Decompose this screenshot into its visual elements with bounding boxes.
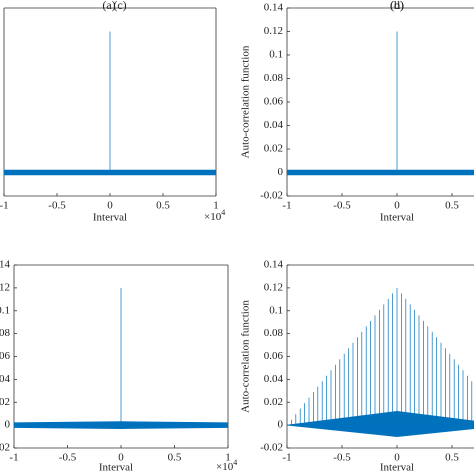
plot-area (14, 287, 228, 429)
subplot: (b) -1 -0.5 0 0.5 Interval -0.02 0 0.02 0.04 0.06 0… (240, 0, 474, 224)
noise-band (287, 410, 474, 437)
y-tick-label: -0.02 (260, 190, 283, 202)
x-tick-label: 0 (394, 452, 400, 464)
y-tick-label: 0.1 (269, 304, 283, 316)
y-tick-label: 0 (5, 419, 11, 431)
y-tick-label: -0.02 (260, 442, 283, 454)
x-scale-base: ×10 (204, 211, 222, 223)
y-tick-label: 0.04 (264, 373, 284, 385)
plot-area (287, 31, 474, 176)
y-tick-label: 0.04 (264, 119, 284, 131)
y-tick-label: 0.06 (264, 96, 284, 108)
x-tick-label: -1 (9, 452, 18, 464)
x-tick-label: -0.5 (333, 452, 351, 464)
y-tick-label: 0.12 (264, 281, 283, 293)
y-axis-label: Auto-correlation function (240, 300, 252, 413)
y-tick-label: 0.04 (0, 373, 11, 385)
x-scale-label: ×104 (216, 458, 237, 473)
x-tick-label: -1 (0, 200, 9, 212)
x-tick-label: -1 (282, 200, 291, 212)
x-scale-exponent: 4 (233, 458, 237, 467)
y-tick-label: -0.02 (0, 442, 10, 454)
x-axis-label: Interval (380, 212, 414, 224)
y-tick-label: 0.14 (0, 259, 11, 271)
subplot: (d) -1 -0.5 0 0.5 Interval -0.02 0 0.02 0.04 0.06 0… (240, 0, 474, 474)
y-tick-label: 0.08 (264, 327, 284, 339)
y-tick-label: 0.02 (264, 396, 283, 408)
y-tick-label: 0.12 (0, 281, 10, 293)
subplot-title: (a) (102, 0, 115, 12)
x-tick-label: 0 (107, 200, 113, 212)
y-tick-label: 0.06 (264, 350, 284, 362)
x-tick-label: 1 (213, 200, 219, 212)
x-tick-label: 0 (394, 200, 400, 212)
y-tick-label: 0.02 (264, 143, 283, 155)
x-tick-label: 0 (118, 452, 124, 464)
x-tick-label: 0.5 (445, 200, 459, 212)
y-axis-label: Auto-correlation function (240, 45, 252, 158)
x-axis-label: Interval (93, 212, 127, 224)
x-tick-label: 0.5 (168, 452, 182, 464)
y-tick-label: 0 (278, 419, 284, 431)
subplot-title: (c) (113, 0, 126, 12)
y-tick-label: 0.06 (0, 350, 11, 362)
x-scale-exponent: 4 (221, 208, 225, 217)
noise-band (287, 169, 474, 176)
x-tick-label: 0.5 (156, 200, 170, 212)
y-tick-label: 0.12 (264, 25, 283, 37)
y-tick-label: 0.1 (0, 304, 10, 316)
x-tick-label: 1 (225, 452, 231, 464)
x-tick-label: -0.5 (48, 200, 66, 212)
y-tick-label: 0.02 (0, 396, 10, 408)
y-tick-label: 0.08 (264, 72, 284, 84)
y-tick-label: 0.1 (269, 49, 283, 61)
subplot: (a) -1 -0.5 0 0.5 1 Interval ×104 (0, 0, 225, 224)
subplot-title: (b) (390, 0, 404, 12)
plot-area (4, 31, 216, 176)
y-tick-label: 0.14 (264, 2, 284, 14)
subplot: (c)-1-0.500.51Interval×104-0.0200.020.04… (0, 0, 237, 474)
x-axis-label: Interval (99, 462, 133, 474)
x-tick-label: -0.5 (333, 200, 351, 212)
x-scale-label: ×104 (204, 208, 225, 223)
x-tick-label: -1 (282, 452, 291, 464)
x-tick-label: 0.5 (445, 452, 459, 464)
y-tick-label: 0 (278, 166, 284, 178)
subplot-title: (d) (390, 0, 404, 12)
x-axis-label: Interval (380, 462, 414, 474)
plot-area (287, 287, 474, 437)
y-tick-label: 0.14 (264, 259, 284, 271)
y-tick-label: 0.08 (0, 327, 11, 339)
x-tick-label: -0.5 (59, 452, 77, 464)
x-scale-base: ×10 (216, 461, 234, 473)
